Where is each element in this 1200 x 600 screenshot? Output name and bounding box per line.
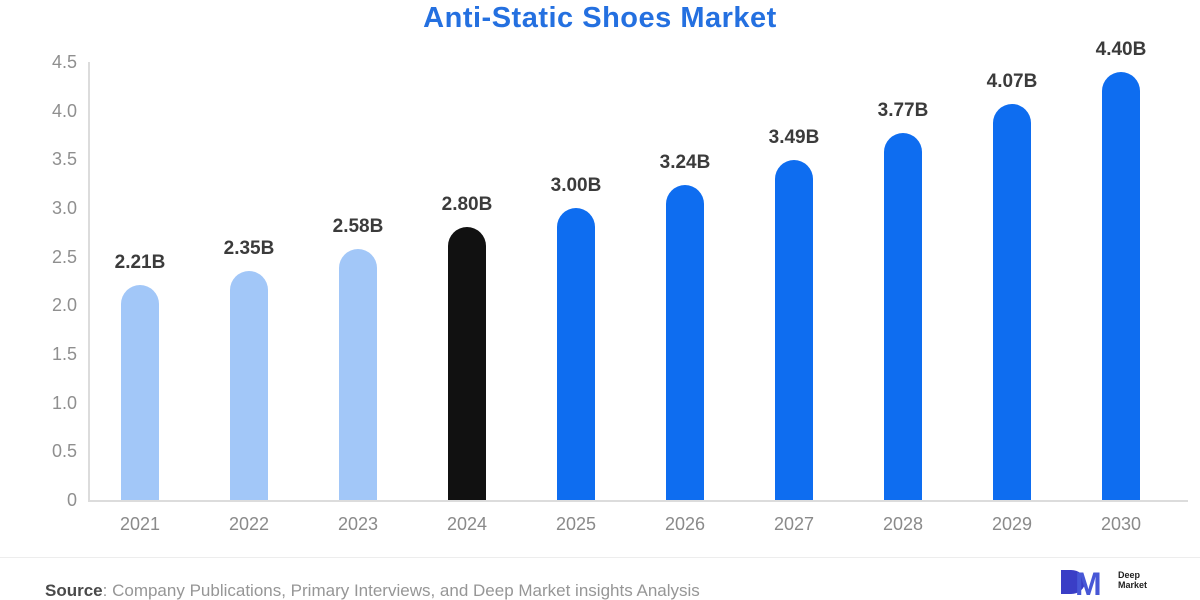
bar-value-label: 4.07B: [986, 70, 1038, 92]
x-axis-label: 2026: [664, 514, 706, 534]
y-tick-label: 2.0: [51, 295, 77, 316]
bar-2023: [339, 248, 377, 500]
bar-2028: [884, 133, 922, 500]
source-line: Source: Company Publications, Primary In…: [45, 581, 700, 600]
y-axis-line: [88, 62, 90, 500]
y-tick-label: 3.0: [51, 198, 77, 218]
bar-value-label: 3.49B: [768, 127, 820, 149]
bar-2030: [1102, 71, 1140, 500]
bar-2025: [557, 208, 595, 500]
y-tick-label: 4.5: [51, 52, 77, 72]
bar-value-label: 2.80B: [441, 194, 493, 216]
bar-2021: [121, 284, 159, 500]
source-label: Source: [45, 581, 103, 600]
bar-2027: [775, 160, 813, 500]
x-axis-label: 2023: [337, 514, 379, 534]
y-tick-label: 1.5: [51, 344, 77, 364]
bar-value-label: 3.77B: [877, 100, 929, 122]
x-axis-label: 2025: [555, 514, 597, 534]
chart-title: Anti-Static Shoes Market: [423, 2, 777, 34]
logo-text: Deep Market: [1118, 570, 1147, 590]
x-axis-label: 2022: [228, 514, 270, 534]
y-tick-label: 0.5: [51, 441, 77, 462]
svg-text:M: M: [1075, 566, 1100, 600]
logo-text-line1: Deep: [1118, 570, 1141, 580]
y-tick-label: 0: [66, 490, 77, 510]
y-tick-label: 4.0: [51, 100, 77, 121]
brand-logo: M Deep Market: [1058, 564, 1147, 600]
x-axis-label: 2029: [991, 514, 1033, 534]
logo-text-line2: Market: [1118, 580, 1148, 590]
y-tick-label: 1.0: [51, 392, 77, 413]
bar-value-label: 4.40B: [1095, 38, 1147, 60]
footer-divider: [0, 557, 1200, 558]
y-tick-label: 3.5: [51, 149, 77, 170]
x-axis-label: 2021: [119, 514, 161, 534]
bar-value-label: 2.35B: [223, 238, 275, 260]
x-axis-label: 2030: [1100, 514, 1142, 534]
bar-2026: [666, 184, 704, 500]
x-axis-label: 2024: [446, 514, 488, 534]
bar-2029: [993, 103, 1031, 500]
x-axis-label: 2028: [882, 514, 924, 534]
x-axis-line: [88, 500, 1188, 502]
bar-value-label: 3.24B: [659, 151, 711, 173]
y-tick-label: 2.5: [51, 246, 77, 267]
source-text: : Company Publications, Primary Intervie…: [102, 581, 700, 600]
bar-value-label: 2.21B: [114, 251, 166, 273]
bar-2024: [448, 227, 486, 500]
bar-value-label: 3.00B: [550, 175, 602, 196]
dm-logo-icon: M: [1061, 566, 1102, 600]
bar-2022: [230, 271, 268, 500]
x-axis-label: 2027: [773, 514, 815, 534]
bar-value-label: 2.58B: [332, 215, 384, 237]
